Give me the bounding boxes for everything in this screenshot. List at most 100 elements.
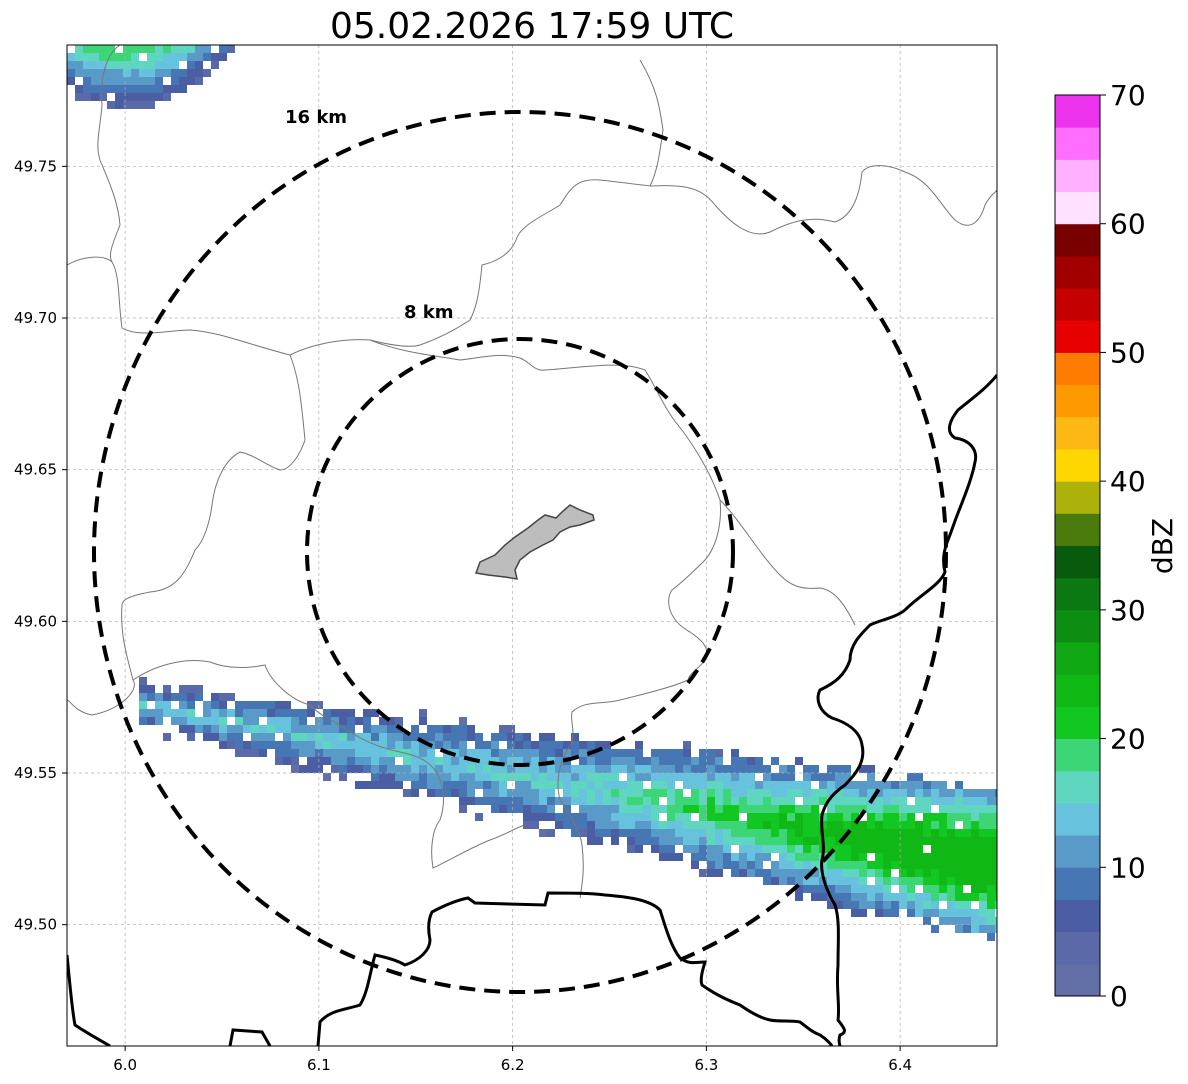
echo-cell <box>979 829 987 837</box>
echo-cell <box>795 837 803 845</box>
echo-cell <box>611 805 619 813</box>
echo-cell <box>171 693 179 701</box>
echo-cell <box>987 925 995 933</box>
echo-cell <box>635 837 643 845</box>
echo-cell <box>963 821 971 829</box>
echo-cell <box>443 733 451 741</box>
echo-cell <box>539 749 547 757</box>
colorbar-segment <box>1055 963 1100 997</box>
echo-cell <box>771 781 779 789</box>
echo-cell <box>875 829 883 837</box>
echo-cell <box>715 853 723 861</box>
colorbar-segment <box>1055 770 1100 804</box>
echo-cell <box>955 805 963 813</box>
colorbar-segment <box>1055 674 1100 707</box>
echo-cell <box>787 813 795 821</box>
echo-cell <box>851 893 859 901</box>
echo-cell <box>563 741 571 749</box>
echo-cell <box>779 805 787 813</box>
echo-cell <box>739 757 747 765</box>
echo-cell <box>155 69 163 77</box>
echo-cell <box>907 813 915 821</box>
colorbar-tick-label: 60 <box>1110 208 1146 241</box>
echo-cell <box>995 853 997 861</box>
echo-cell <box>475 765 483 773</box>
echo-cell <box>539 789 547 797</box>
echo-cell <box>155 53 163 61</box>
echo-cell <box>827 869 835 877</box>
echo-cell <box>507 773 515 781</box>
echo-cell <box>243 741 251 749</box>
echo-cell <box>739 845 747 853</box>
echo-cell <box>99 45 107 53</box>
echo-cell <box>515 781 523 789</box>
echo-cell <box>715 765 723 773</box>
echo-cell <box>931 877 939 885</box>
echo-cell <box>603 789 611 797</box>
echo-cell <box>763 789 771 797</box>
echo-cell <box>499 797 507 805</box>
echo-cell <box>795 845 803 853</box>
echo-cell <box>827 901 835 909</box>
echo-cell <box>187 717 195 725</box>
colorbar-segment <box>1055 609 1100 643</box>
echo-cell <box>395 741 403 749</box>
echo-cell <box>379 773 387 781</box>
echo-cell <box>867 837 875 845</box>
echo-cell <box>635 765 643 773</box>
echo-cell <box>267 741 275 749</box>
echo-cell <box>75 45 83 53</box>
echo-cell <box>675 805 683 813</box>
echo-cell <box>899 813 907 821</box>
echo-cell <box>811 845 819 853</box>
echo-cell <box>795 885 803 893</box>
echo-cell <box>83 93 91 101</box>
echo-cell <box>603 805 611 813</box>
echo-cell <box>771 813 779 821</box>
echo-cell <box>523 765 531 773</box>
echo-cell <box>547 781 555 789</box>
echo-cell <box>691 765 699 773</box>
echo-cell <box>723 789 731 797</box>
echo-cell <box>907 869 915 877</box>
echo-cell <box>803 869 811 877</box>
echo-cell <box>579 821 587 829</box>
echo-cell <box>955 885 963 893</box>
echo-cell <box>955 917 963 925</box>
echo-cell <box>971 853 979 861</box>
echo-cell <box>699 829 707 837</box>
echo-cell <box>571 765 579 773</box>
echo-cell <box>219 733 227 741</box>
echo-cell <box>715 869 723 877</box>
x-tick-label: 6.0 <box>113 1056 137 1074</box>
echo-cell <box>147 69 155 77</box>
echo-cell <box>971 797 979 805</box>
echo-cell <box>651 781 659 789</box>
echo-cell <box>899 869 907 877</box>
echo-cell <box>595 813 603 821</box>
colorbar-tick-label: 20 <box>1110 723 1146 756</box>
echo-cell <box>851 829 859 837</box>
echo-cell <box>507 765 515 773</box>
echo-cell <box>987 829 995 837</box>
echo-cell <box>803 877 811 885</box>
echo-cell <box>187 61 195 69</box>
echo-cell <box>635 797 643 805</box>
echo-cell <box>707 773 715 781</box>
echo-cell <box>747 813 755 821</box>
echo-cell <box>83 53 91 61</box>
echo-cell <box>411 757 419 765</box>
echo-cell <box>731 757 739 765</box>
echo-cell <box>75 69 83 77</box>
echo-cell <box>899 805 907 813</box>
echo-cell <box>867 781 875 789</box>
echo-cell <box>579 805 587 813</box>
echo-cell <box>323 733 331 741</box>
echo-cell <box>595 805 603 813</box>
echo-cell <box>899 797 907 805</box>
echo-cell <box>963 893 971 901</box>
echo-cell <box>307 725 315 733</box>
echo-cell <box>555 773 563 781</box>
echo-cell <box>507 789 515 797</box>
echo-cell <box>915 901 923 909</box>
